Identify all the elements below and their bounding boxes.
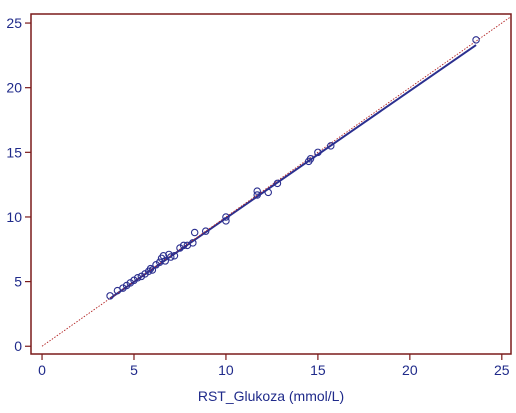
y-tick-label: 10 [6, 209, 22, 225]
x-tick-label: 15 [310, 362, 326, 378]
data-point [327, 142, 335, 150]
data-point [273, 179, 282, 188]
data-point [106, 292, 114, 300]
x-tick-label: 25 [494, 362, 510, 378]
y-tick-label: 25 [6, 15, 22, 31]
data-point [190, 228, 199, 237]
data-point [189, 239, 197, 247]
y-tick-label: 15 [6, 144, 22, 160]
identity-line [41, 16, 511, 347]
data-point [222, 217, 230, 225]
data-point [167, 253, 175, 261]
data-point [253, 191, 261, 199]
x-tick-label: 10 [218, 362, 234, 378]
axis-ticks: 0 5 10 15 20 25 0 5 10 15 20 25 [6, 15, 509, 378]
data-point [161, 257, 170, 265]
data-point [170, 251, 179, 260]
data-point [306, 155, 315, 163]
data-point [155, 258, 164, 266]
data-point [159, 251, 168, 260]
plot-frame [30, 13, 512, 355]
data-points [106, 36, 480, 300]
data-point [179, 241, 188, 250]
data-point [472, 36, 480, 44]
data-point [264, 188, 272, 197]
y-tick-label: 5 [14, 274, 22, 290]
x-axis-title: RST_Glukoza (mmol/L) [198, 388, 344, 404]
y-tick-label: 20 [6, 80, 22, 96]
x-tick-label: 20 [402, 362, 418, 378]
data-point [314, 148, 322, 157]
data-point [133, 273, 142, 282]
y-tick-label: 0 [14, 338, 22, 354]
x-tick-label: 5 [130, 362, 138, 378]
data-point [148, 266, 157, 274]
data-point [201, 227, 210, 235]
data-point [146, 264, 155, 273]
data-point [222, 213, 230, 221]
x-tick-label: 0 [38, 362, 46, 378]
data-point [253, 187, 261, 195]
